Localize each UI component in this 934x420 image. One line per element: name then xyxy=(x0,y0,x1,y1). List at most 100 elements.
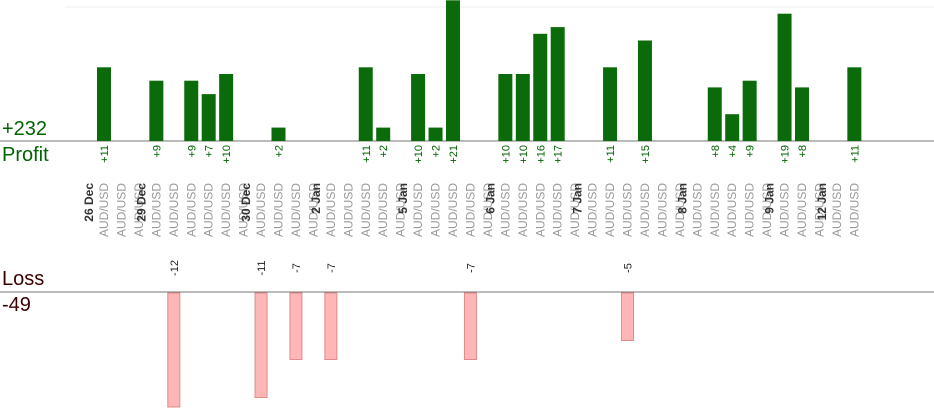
pair-label: AUD/USD xyxy=(603,183,617,237)
profit-bar xyxy=(515,74,530,141)
pair-label: AUD/USD xyxy=(376,183,390,237)
profit-bar xyxy=(376,127,391,141)
date-label: 26 Dec xyxy=(82,183,96,222)
pair-label: AUD/USD xyxy=(638,183,652,237)
pair-label: AUD/USD xyxy=(830,183,844,237)
profit-total: +232 xyxy=(2,118,48,140)
pair-label: AUD/USD xyxy=(708,183,722,237)
profit-bar xyxy=(358,67,373,141)
profit-value-label: +2 xyxy=(378,145,390,158)
loss-total: -49 xyxy=(2,294,31,316)
profit-value-label: +17 xyxy=(553,145,565,164)
pair-label: AUD/USD xyxy=(97,183,111,237)
loss-bar xyxy=(289,292,303,360)
profit-value-label: +10 xyxy=(518,145,530,164)
pair-label: AUD/USD xyxy=(202,183,216,237)
pair-label: AUD/USD xyxy=(655,183,669,237)
pair-label: AUD/USD xyxy=(847,183,861,237)
pair-label: AUD/USD xyxy=(568,183,582,237)
loss-value-label: -7 xyxy=(291,263,303,273)
pair-label: AUD/USD xyxy=(289,183,303,237)
pair-label: AUD/USD xyxy=(551,183,565,237)
profit-value-label: +16 xyxy=(535,145,547,164)
pair-label: AUD/USD xyxy=(149,183,163,237)
profit-bar xyxy=(742,80,757,141)
profit-value-label: +19 xyxy=(780,145,792,164)
pair-label: AUD/USD xyxy=(778,183,792,237)
date-label: 30 Dec xyxy=(239,183,253,222)
profit-value-label: +15 xyxy=(640,145,652,164)
loss-value-label: -7 xyxy=(326,263,338,273)
profit-bar xyxy=(184,80,199,141)
pair-label: AUD/USD xyxy=(132,183,146,237)
pair-label: AUD/USD xyxy=(184,183,198,237)
profit-value-label: +8 xyxy=(797,145,809,158)
pair-label: AUD/USD xyxy=(359,183,373,237)
pair-label: AUD/USD xyxy=(795,183,809,237)
profit-bar xyxy=(550,27,565,142)
loss-bar xyxy=(324,292,338,360)
pair-label: AUD/USD xyxy=(743,183,757,237)
profit-bar xyxy=(97,67,111,141)
profit-bar xyxy=(411,74,426,141)
profit-value-label: +9 xyxy=(186,145,198,158)
profit-bar xyxy=(603,67,618,141)
loss-bar xyxy=(167,292,181,408)
pair-label: AUD/USD xyxy=(621,183,635,237)
profit-value-label: +2 xyxy=(431,145,443,158)
pair-label: AUD/USD xyxy=(219,183,233,237)
profit-bar xyxy=(219,74,234,141)
profit-bar xyxy=(201,94,216,141)
profit-bar xyxy=(533,33,548,141)
profit-value-label: +10 xyxy=(413,145,425,164)
profit-bar xyxy=(428,127,443,141)
profit-value-label: +8 xyxy=(710,145,722,158)
date-label: 12 Jan xyxy=(815,183,829,220)
loss-bar xyxy=(463,292,477,360)
pair-label: AUD/USD xyxy=(167,183,181,237)
date-label: 2 Jan xyxy=(309,183,323,214)
pair-label: AUD/USD xyxy=(272,183,286,237)
profit-bar xyxy=(795,87,809,141)
pair-label: AUD/USD xyxy=(394,183,408,237)
loss-bar xyxy=(254,292,268,398)
profit-bar xyxy=(149,80,164,141)
pair-label: AUD/USD xyxy=(586,183,600,237)
profit-value-label: +2 xyxy=(274,145,286,158)
pair-label: AUD/USD xyxy=(237,183,251,237)
profit-value-label: +11 xyxy=(361,145,373,163)
profit-value-label: +9 xyxy=(745,145,757,158)
profit-value-label: +4 xyxy=(727,145,739,158)
profit-value-label: +21 xyxy=(448,145,460,164)
pair-label: AUD/USD xyxy=(690,183,704,237)
profit-bar xyxy=(271,127,286,141)
loss-label: Loss xyxy=(2,268,45,290)
pair-label: AUD/USD xyxy=(533,183,547,237)
profit-bar xyxy=(637,40,652,141)
pair-label: AUD/USD xyxy=(306,183,320,237)
pair-label: AUD/USD xyxy=(446,183,460,237)
pair-label: AUD/USD xyxy=(812,183,826,237)
profit-value-label: +10 xyxy=(221,145,233,164)
date-label: 5 Jan xyxy=(396,183,410,214)
profit-bar xyxy=(707,87,722,141)
profit-value-label: +10 xyxy=(500,145,512,164)
date-label: 7 Jan xyxy=(571,183,585,214)
pair-label: AUD/USD xyxy=(760,183,774,237)
profit-value-label: +11 xyxy=(99,145,111,163)
profit-value-label: +11 xyxy=(849,145,861,163)
loss-value-label: -12 xyxy=(169,260,181,276)
loss-value-label: -7 xyxy=(465,263,477,273)
pair-label: AUD/USD xyxy=(516,183,530,237)
pair-label: AUD/USD xyxy=(324,183,338,237)
date-label: 6 Jan xyxy=(483,183,497,214)
pair-label: AUD/USD xyxy=(114,183,128,237)
date-label: 9 Jan xyxy=(763,183,777,214)
profit-bar xyxy=(847,67,862,141)
loss-value-label: -5 xyxy=(623,263,635,273)
pair-label: AUD/USD xyxy=(254,183,268,237)
profit-value-label: +7 xyxy=(204,145,216,158)
pair-label: AUD/USD xyxy=(411,183,425,237)
